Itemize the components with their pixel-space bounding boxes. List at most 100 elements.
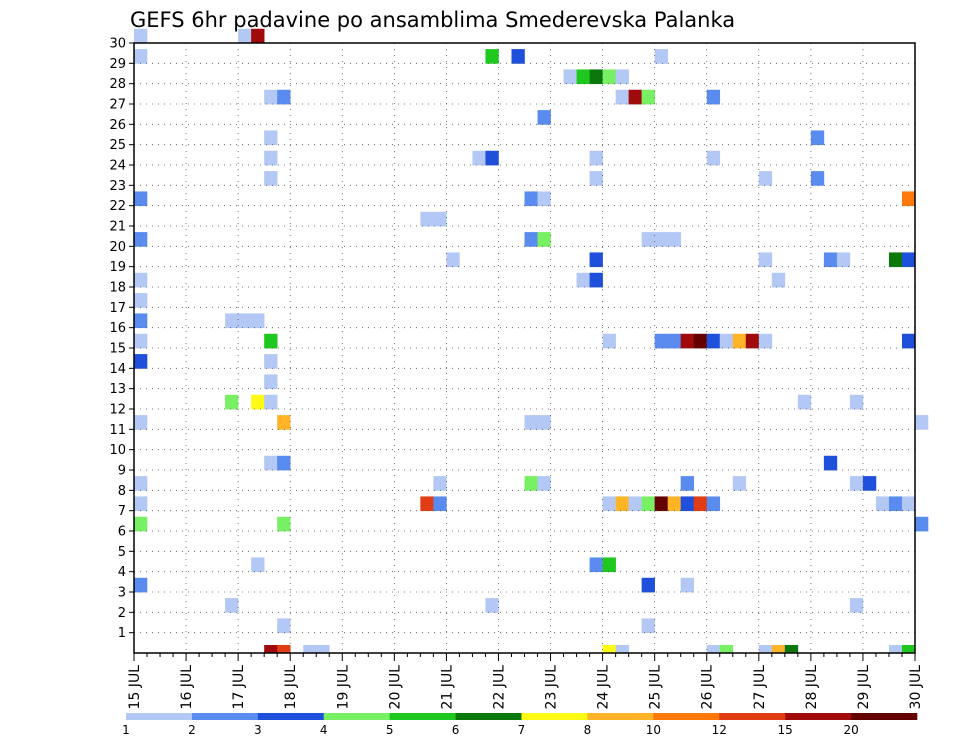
heat-cell (680, 577, 695, 593)
heat-cell (225, 394, 239, 410)
legend-label: 5 (386, 723, 394, 737)
heat-cell (433, 211, 447, 227)
heat-cell (862, 476, 877, 491)
y-tick-label: 13 (109, 382, 126, 397)
cells-layer (134, 28, 929, 653)
heat-cell (537, 110, 551, 125)
y-tick-label: 26 (109, 118, 126, 133)
x-tick-label: 16 JUL (179, 665, 195, 710)
x-tick-label: 24 JUL (596, 665, 612, 710)
legend-label: 10 (646, 723, 661, 737)
x-axis: 15 JUL 16 JUL 17 JUL 18 JUL 19 JUL 20 JUL 21 J… (127, 653, 924, 709)
heat-cell (134, 496, 148, 512)
heat-cell (758, 333, 773, 349)
heat-cell (719, 333, 734, 349)
y-tick-label: 9 (118, 464, 126, 479)
heat-cell (654, 49, 668, 64)
heat-cell (485, 598, 499, 613)
heat-cell (576, 69, 590, 85)
x-tick-label: 28 JUL (804, 665, 820, 710)
heat-cell (680, 496, 695, 512)
heat-cell (615, 645, 629, 653)
heat-cell (706, 496, 721, 512)
legend-label: 6 (452, 723, 460, 737)
heat-cell (134, 49, 148, 64)
legend-label: 15 (778, 723, 793, 737)
heat-cell (758, 252, 773, 268)
heat-cell (732, 476, 747, 491)
legend-swatch (851, 713, 918, 720)
x-tick-label: 19 JUL (335, 665, 351, 710)
heat-cell (472, 150, 486, 166)
heat-cell (524, 476, 538, 491)
heat-cell (277, 415, 291, 430)
heat-cell (849, 394, 864, 410)
heat-cell (888, 252, 903, 268)
heat-cell (615, 69, 629, 85)
heat-cell (524, 191, 538, 207)
y-axis: 1234567891011121314151617181920212223242… (109, 37, 134, 641)
y-tick-label: 28 (109, 77, 126, 92)
heat-cell (134, 415, 148, 430)
heat-cell (810, 130, 825, 146)
heat-cell (615, 89, 629, 105)
heat-cell (537, 191, 551, 207)
heat-cell (680, 333, 695, 349)
heat-cell (732, 333, 747, 349)
heat-cell (641, 89, 655, 105)
legend-swatch (587, 713, 654, 720)
heat-cell (823, 455, 838, 471)
heat-cell (641, 618, 655, 634)
x-tick-label: 26 JUL (700, 665, 716, 710)
heat-cell (602, 333, 616, 349)
heat-cell (251, 28, 265, 44)
heat-cell (277, 618, 291, 634)
x-tick-label: 30 JUL (908, 665, 924, 710)
y-tick-label: 5 (118, 545, 126, 560)
y-tick-label: 6 (118, 525, 126, 540)
heat-cell (758, 171, 773, 186)
heat-cell (888, 645, 903, 653)
heat-cell (901, 191, 916, 207)
heat-cell (264, 455, 278, 471)
heat-cell (264, 171, 278, 186)
heat-cell (589, 150, 603, 166)
heat-cell (602, 496, 616, 512)
heat-cell (667, 232, 681, 247)
legend-label: 8 (584, 723, 592, 737)
x-tick-label: 15 JUL (127, 665, 143, 710)
y-tick-label: 15 (109, 342, 126, 357)
heat-cell (654, 232, 668, 247)
legend-label: 4 (320, 723, 328, 737)
heat-cell (251, 394, 265, 410)
y-tick-label: 20 (109, 240, 126, 255)
x-tick-label: 25 JUL (648, 665, 664, 710)
legend-swatch (389, 713, 456, 720)
y-tick-label: 4 (118, 565, 126, 580)
y-tick-label: 8 (118, 484, 126, 499)
y-tick-label: 2 (118, 606, 126, 621)
heat-cell (134, 354, 148, 369)
heat-cell (719, 645, 734, 653)
heat-cell (784, 645, 799, 653)
heat-cell (628, 496, 642, 512)
heat-cell (264, 89, 278, 105)
chart-title: GEFS 6hr padavine po ansamblima Smederev… (130, 8, 735, 32)
heat-cell (277, 89, 291, 105)
x-tick-label: 22 JUL (491, 665, 507, 710)
heat-cell (810, 171, 825, 186)
y-tick-label: 18 (109, 281, 126, 296)
heat-cell (134, 272, 148, 288)
legend-swatch (257, 713, 325, 720)
heat-cell (264, 150, 278, 166)
heat-cell (433, 476, 447, 491)
heat-cell (134, 577, 148, 593)
heat-cell (758, 645, 773, 653)
heat-cell (654, 496, 668, 512)
heat-cell (316, 645, 330, 653)
heat-cell (251, 313, 265, 329)
x-tick-label: 29 JUL (856, 665, 872, 710)
heat-cell (901, 333, 916, 349)
y-tick-label: 1 (118, 626, 126, 641)
